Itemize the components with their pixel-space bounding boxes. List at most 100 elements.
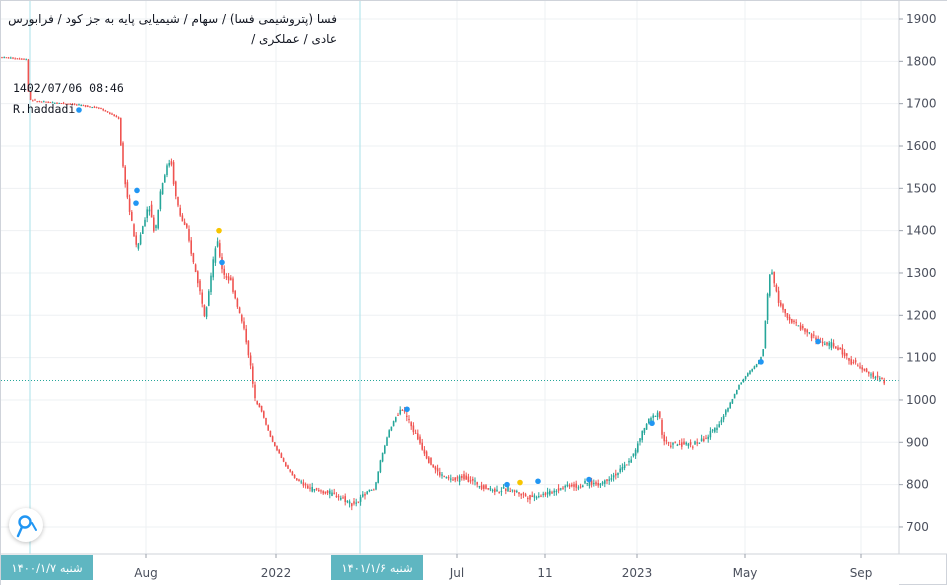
candle-body: [784, 309, 786, 314]
candle-body: [590, 480, 593, 485]
candle-body: [593, 483, 595, 485]
candle-body: [452, 479, 454, 481]
candle-body: [863, 368, 866, 371]
candle-body: [755, 364, 758, 368]
candle-body: [806, 329, 808, 333]
signal-marker[interactable]: [216, 227, 222, 234]
candle-body: [511, 489, 514, 491]
candle-body: [626, 464, 628, 466]
candle-body: [100, 107, 102, 110]
candle-body: [461, 475, 463, 478]
signal-marker[interactable]: [517, 479, 523, 486]
y-tick-label: 1000: [906, 393, 937, 407]
y-tick-label: 1900: [906, 12, 937, 26]
candle-body: [102, 108, 104, 111]
signal-marker[interactable]: [76, 107, 82, 113]
date-tag-box[interactable]: [331, 555, 423, 580]
candle-body: [870, 374, 872, 376]
candle-body: [681, 442, 683, 447]
signal-marker[interactable]: [133, 200, 139, 206]
date-tag-label: شنبه ۱۴۰۱/۱/۶: [341, 561, 412, 575]
candle-body: [731, 398, 734, 404]
candle-body: [529, 494, 531, 500]
candle-body: [687, 443, 690, 447]
signal-marker[interactable]: [815, 338, 821, 345]
candle-body: [500, 491, 503, 493]
candle-body: [617, 472, 619, 476]
timestamp-note: 1402/07/06 08:46: [13, 81, 124, 95]
candle-body: [104, 110, 107, 112]
candle-body: [10, 57, 12, 59]
time-axis-panel[interactable]: [1, 554, 899, 586]
signal-marker[interactable]: [504, 481, 510, 488]
tradingview-logo-icon[interactable]: [9, 508, 43, 542]
y-tick-label: 1200: [906, 308, 937, 322]
date-tag-box[interactable]: [1, 555, 93, 580]
candle-body: [87, 105, 89, 107]
signal-marker[interactable]: [586, 476, 592, 483]
x-tick-label: May: [733, 566, 758, 580]
candle-body: [883, 379, 885, 384]
candle-body: [839, 347, 841, 350]
candle-body: [465, 475, 467, 480]
candle-body: [540, 495, 542, 497]
candle-body: [764, 320, 767, 349]
candle-body: [166, 165, 168, 175]
candle-body: [155, 225, 157, 228]
candle-body: [227, 276, 230, 281]
candle-body: [337, 496, 340, 498]
candle-body: [73, 103, 76, 105]
candle-body: [670, 445, 672, 447]
candle-body: [582, 485, 584, 487]
candle-body: [597, 482, 599, 486]
candle-body: [67, 103, 69, 105]
candle-body: [397, 414, 399, 416]
candle-body: [861, 367, 863, 370]
candle-body: [456, 477, 459, 479]
candle-body: [780, 302, 782, 306]
candle-body: [458, 476, 461, 482]
candle-body: [293, 475, 296, 479]
signal-marker[interactable]: [535, 478, 541, 485]
candle-body: [124, 166, 126, 185]
candle-body: [329, 490, 331, 495]
signal-marker[interactable]: [404, 406, 410, 413]
candle-body: [263, 411, 265, 418]
candle-body: [183, 221, 186, 225]
price-axis-panel[interactable]: [899, 1, 947, 554]
signal-marker[interactable]: [134, 187, 140, 194]
candle-body: [813, 334, 815, 336]
candle-body: [285, 462, 287, 467]
candle-body: [223, 268, 225, 275]
candle-body: [551, 492, 553, 494]
signal-marker[interactable]: [649, 420, 655, 427]
candle-body: [247, 340, 250, 356]
candle-body: [274, 442, 276, 447]
candle-body: [612, 475, 615, 478]
signal-marker[interactable]: [758, 359, 764, 365]
candle-body: [29, 91, 32, 100]
candle-body: [522, 493, 525, 495]
candle-body: [205, 307, 208, 317]
candle-body: [315, 488, 318, 490]
signal-marker[interactable]: [219, 259, 225, 266]
candle-body: [674, 442, 676, 444]
symbol-description: فسا (پتروشیمی فسا) / سهام / شیمیایی پایه…: [8, 12, 337, 26]
candle-body: [16, 58, 19, 60]
candle-body: [208, 291, 210, 306]
candle-body: [267, 425, 269, 431]
candle-body: [384, 445, 386, 454]
candle-body: [326, 490, 329, 494]
candle-body: [256, 401, 258, 405]
candle-body: [32, 100, 34, 102]
candle-body: [346, 500, 349, 503]
candle-body: [808, 332, 811, 334]
candle-body: [619, 468, 621, 472]
candle-body: [716, 427, 718, 430]
candle-body: [56, 102, 58, 104]
candle-body: [826, 342, 828, 345]
candle-body: [843, 352, 846, 357]
candle-body: [744, 376, 747, 380]
candle-body: [333, 492, 335, 494]
